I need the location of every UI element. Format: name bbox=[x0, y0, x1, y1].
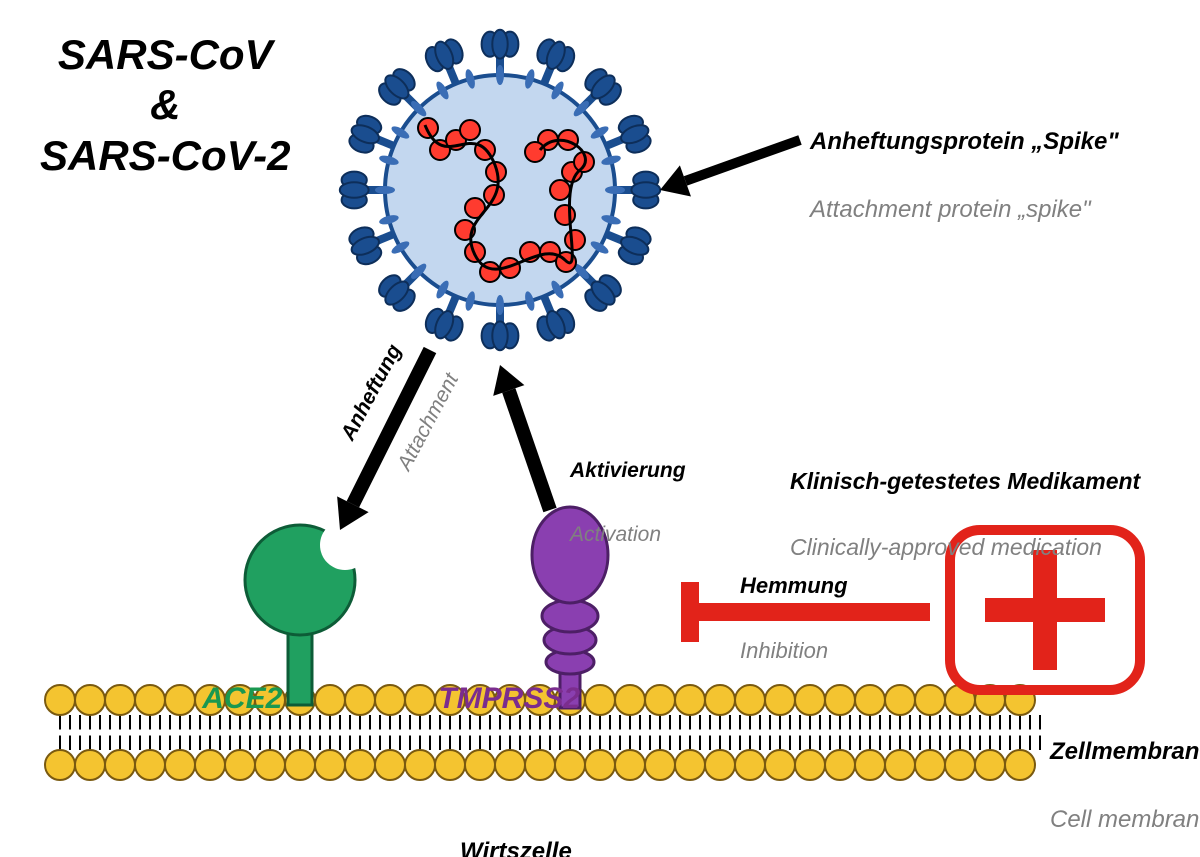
tmprss2-label: TMPRSS2 bbox=[405, 645, 580, 753]
diagram-stage: SARS-CoV & SARS-CoV-2 Anheftungsprotein … bbox=[0, 0, 1200, 857]
tmprss2-text: TMPRSS2 bbox=[438, 682, 580, 715]
spike-label-secondary: Attachment protein „spike" bbox=[810, 196, 1119, 225]
ace2-label: ACE2 bbox=[170, 645, 282, 753]
ace2-text: ACE2 bbox=[202, 682, 282, 715]
hostcell-label-primary: Wirtszelle bbox=[460, 838, 572, 857]
attachment-label-primary: Anheftung bbox=[336, 339, 408, 445]
inhibition-label: Hemmung Inhibition bbox=[740, 535, 848, 703]
activation-label-secondary: Activation bbox=[570, 522, 686, 547]
medication-label-primary: Klinisch-getestetes Medikament bbox=[790, 468, 1140, 496]
activation-label-primary: Aktivierung bbox=[570, 458, 686, 483]
inhibition-label-primary: Hemmung bbox=[740, 573, 848, 599]
spike-label: Anheftungsprotein „Spike" Attachment pro… bbox=[810, 90, 1119, 263]
inhibition-label-secondary: Inhibition bbox=[740, 638, 848, 664]
membrane-label: Zellmembran Cell membrane bbox=[1050, 700, 1200, 857]
membrane-label-primary: Zellmembran bbox=[1050, 738, 1200, 767]
hostcell-label: Wirtszelle Host cell bbox=[460, 800, 572, 857]
membrane-label-secondary: Cell membrane bbox=[1050, 806, 1200, 835]
attachment-label-secondary: Attachment bbox=[392, 369, 464, 475]
spike-label-primary: Anheftungsprotein „Spike" bbox=[810, 128, 1119, 157]
activation-label: Aktivierung Activation bbox=[570, 420, 686, 586]
